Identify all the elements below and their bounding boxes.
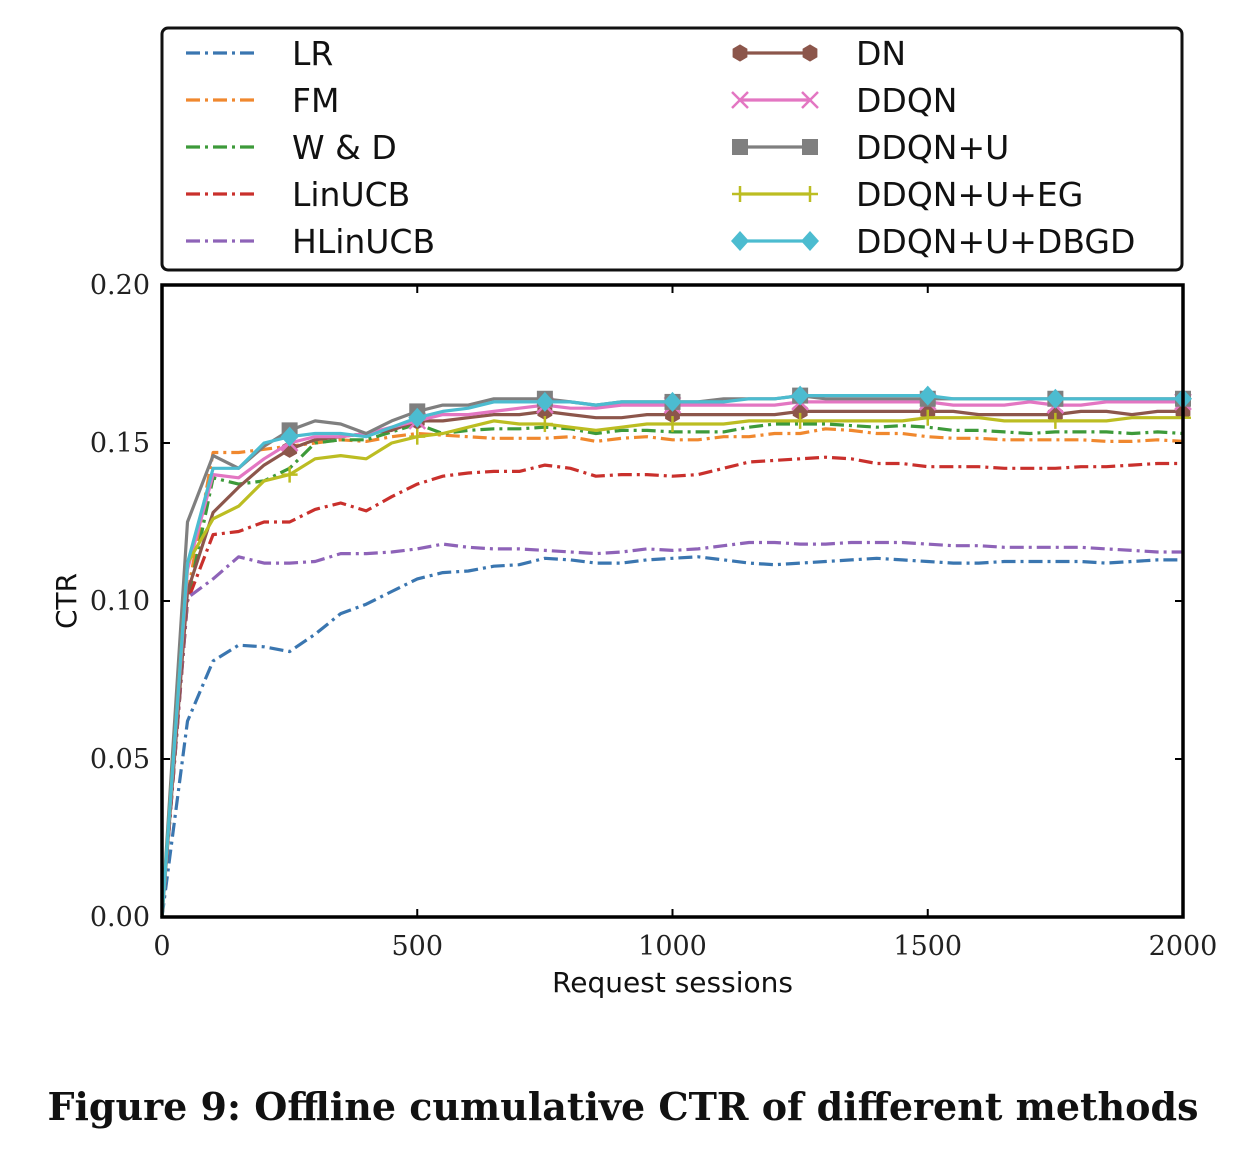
series-line-0 (160, 555, 1183, 918)
x-tick-label: 1000 (638, 931, 707, 962)
y-axis-label: CTR (50, 573, 83, 629)
series-marker-9 (663, 391, 682, 412)
series-line-1 (160, 427, 1184, 918)
legend-label: HLinUCB (292, 222, 435, 261)
series-line-6 (160, 400, 1183, 918)
legend-marker (731, 231, 749, 251)
legend-label: W & D (292, 128, 397, 167)
legend-entry-7: DDQN+U (732, 128, 1009, 167)
y-tick-label: 0.20 (90, 270, 150, 301)
legend-box (160, 26, 1184, 272)
legend-label: LinUCB (292, 175, 410, 214)
legend-marker (732, 186, 748, 202)
series-line-8 (160, 416, 1183, 918)
legend-marker (731, 91, 749, 109)
legend-marker (802, 44, 818, 62)
series-marker-8 (664, 416, 681, 433)
legend-entry-3: LinUCB (186, 175, 410, 214)
legend-marker (732, 44, 748, 62)
legend-marker (801, 231, 819, 251)
legend-entry-2: W & D (186, 128, 397, 167)
series-marker-9 (1046, 388, 1065, 409)
y-tick-label: 0.15 (90, 428, 150, 459)
legend-label: DDQN (856, 81, 957, 120)
series-marker-9 (791, 385, 810, 406)
legend-label: DN (856, 34, 906, 73)
x-tick-label: 500 (391, 931, 443, 962)
series-marker-9 (918, 385, 937, 406)
figure-caption: Figure 9: Offline cumulative CTR of diff… (47, 1084, 1199, 1129)
y-tick-label: 0.00 (90, 902, 150, 933)
legend-entry-0: LR (186, 34, 333, 73)
series-line-3 (160, 455, 1183, 918)
plot-area (160, 385, 1192, 918)
legend-label: FM (292, 81, 339, 120)
legend-entry-9: DDQN+U+DBGD (731, 222, 1135, 261)
legend-entry-8: DDQN+U+EG (732, 175, 1083, 214)
plot-frame (160, 283, 1185, 919)
legend-marker (801, 91, 819, 109)
series-line-7 (160, 394, 1183, 918)
series-marker-8 (536, 416, 553, 433)
series-line-5 (160, 409, 1183, 918)
x-tick-label: 0 (153, 931, 170, 962)
x-tick-label: 2000 (1149, 931, 1218, 962)
series-line-9 (160, 394, 1183, 918)
legend-label: LR (292, 34, 333, 73)
axes: 0 500 1000 1500 2000 0.00 0.05 0.10 0.15 0.20 Requ… (50, 270, 1217, 999)
legend-marker (802, 139, 818, 155)
series-marker-8 (1047, 412, 1064, 429)
series-line-4 (160, 540, 1183, 918)
legend-marker (802, 186, 818, 202)
legend-entry-1: FM (186, 81, 339, 120)
legend-label: DDQN+U+EG (856, 175, 1083, 214)
legend-entry-4: HLinUCB (186, 222, 435, 261)
series-marker-9 (280, 426, 299, 447)
y-tick-label: 0.05 (90, 744, 150, 775)
legend-entry-6: DDQN (731, 81, 957, 120)
legend-entry-5: DN (732, 34, 906, 73)
legend: LR FM W & D LinUCB HLinUCB DN DDQN DDQN+U DDQN+U… (160, 26, 1184, 272)
series-marker-8 (281, 466, 298, 483)
series-marker-9 (535, 391, 554, 412)
series-marker-9 (408, 407, 427, 428)
series-marker-8 (409, 428, 426, 445)
legend-label: DDQN+U+DBGD (856, 222, 1135, 261)
legend-label: DDQN+U (856, 128, 1009, 167)
series-marker-8 (919, 409, 936, 426)
series-marker-8 (792, 412, 809, 429)
legend-marker (732, 139, 748, 155)
series-line-2 (160, 422, 1184, 918)
y-tick-label: 0.10 (90, 586, 150, 617)
x-axis-label: Request sessions (552, 966, 793, 999)
x-tick-label: 1500 (893, 931, 962, 962)
